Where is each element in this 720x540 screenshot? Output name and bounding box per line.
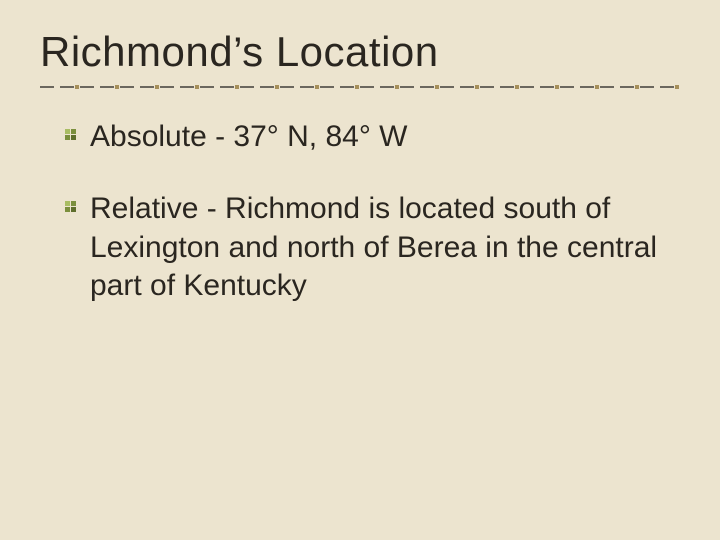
bullet-list: Absolute - 37° N, 84° W Relative - Richm… <box>40 118 680 306</box>
bullet-text: Absolute - 37° N, 84° W <box>90 118 407 156</box>
list-item: Relative - Richmond is located south of … <box>64 190 680 305</box>
slide: Richmond’s Location Absolute - 37° N, 84… <box>0 0 720 540</box>
list-item: Absolute - 37° N, 84° W <box>64 118 680 156</box>
bullet-icon <box>64 128 80 144</box>
slide-title: Richmond’s Location <box>40 28 680 76</box>
divider-svg <box>40 82 680 92</box>
bullet-icon <box>64 200 80 216</box>
title-divider <box>40 82 680 92</box>
bullet-text: Relative - Richmond is located south of … <box>90 190 680 305</box>
